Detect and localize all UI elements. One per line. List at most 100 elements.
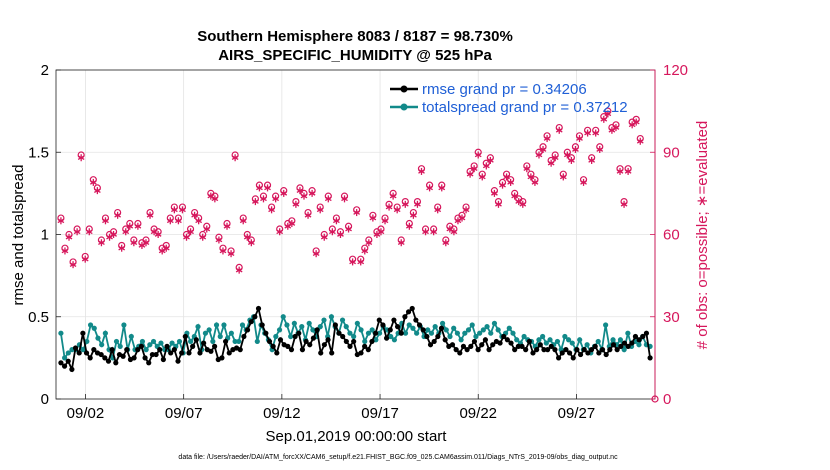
obs-evaluated-point xyxy=(596,146,604,154)
totalspread-point xyxy=(365,330,372,336)
chart-title-line2: AIRS_SPECIFIC_HUMIDITY @ 525 hPa xyxy=(218,47,492,64)
obs-evaluated-point xyxy=(430,228,438,236)
rmse-point xyxy=(299,347,306,353)
obs-evaluated-point xyxy=(227,250,235,258)
obs-evaluated-point xyxy=(632,118,640,126)
rmse-point xyxy=(515,343,521,349)
totalspread-point xyxy=(310,327,316,333)
rmse-point xyxy=(135,347,141,353)
obs-evaluated-point xyxy=(98,239,105,247)
obs-evaluated-point xyxy=(397,239,405,247)
rmse-point xyxy=(512,347,518,353)
chart-title-line1: Southern Hemisphere 8083 / 8187 = 98.730… xyxy=(197,28,513,45)
totalspread-point xyxy=(514,337,520,343)
rmse-point xyxy=(208,348,214,354)
obs-count-series xyxy=(57,107,659,403)
totalspread-point xyxy=(369,327,375,333)
rmse-point xyxy=(321,342,327,348)
rmse-point xyxy=(325,337,331,343)
obs-evaluated-point xyxy=(142,239,150,247)
totalspread-point xyxy=(621,347,627,353)
obs-evaluated-point xyxy=(572,146,579,154)
rmse-point xyxy=(270,343,276,349)
totalspread-point xyxy=(139,338,146,345)
rmse-point xyxy=(457,350,463,356)
obs-evaluated-point xyxy=(535,151,543,159)
y-left-tick-label: 0.5 xyxy=(28,309,49,326)
totalspread-point xyxy=(62,355,68,361)
totalspread-point xyxy=(236,338,242,345)
rmse-point xyxy=(358,350,364,356)
obs-evaluated-point xyxy=(183,233,190,241)
x-tick-label: 09/17 xyxy=(361,405,399,422)
obs-evaluated-point xyxy=(337,231,344,238)
rmse-point xyxy=(460,343,467,349)
rmse-point xyxy=(113,360,119,366)
rmse-point xyxy=(416,322,423,328)
obs-evaluated-point xyxy=(495,200,502,208)
rmse-point xyxy=(83,350,90,356)
rmse-point xyxy=(351,338,357,345)
obs-evaluated-point xyxy=(418,167,425,175)
rmse-point xyxy=(581,347,587,353)
rmse-point xyxy=(142,355,148,361)
y-right-tick-label: 60 xyxy=(663,227,680,244)
totalspread-point xyxy=(521,333,527,340)
obs-evaluated-point xyxy=(604,110,612,118)
obs-evaluated-point xyxy=(539,146,547,154)
obs-evaluated-point xyxy=(195,217,203,225)
obs-evaluated-point xyxy=(616,167,624,175)
obs-evaluated-point xyxy=(523,165,531,173)
totalspread-point xyxy=(328,314,335,320)
obs-evaluated-point xyxy=(624,167,632,175)
obs-evaluated-point xyxy=(272,195,280,203)
rmse-point xyxy=(566,350,573,356)
rmse-point xyxy=(376,317,382,323)
obs-evaluated-point xyxy=(361,247,369,255)
obs-evaluated-point xyxy=(320,233,328,241)
totalspread-point xyxy=(388,333,394,340)
obs-evaluated-point xyxy=(316,206,324,214)
rmse-point xyxy=(537,342,543,348)
obs-evaluated-point xyxy=(612,124,620,132)
obs-evaluated-point xyxy=(162,244,170,252)
totalspread-point xyxy=(406,322,412,328)
totalspread-point xyxy=(565,337,572,343)
rmse-point xyxy=(168,350,174,356)
obs-evaluated-point xyxy=(292,200,300,208)
totalspread-point xyxy=(547,337,553,343)
y-axis-left-label: rmse and totalspread xyxy=(10,165,27,306)
rmse-point xyxy=(252,314,258,320)
rmse-point xyxy=(468,343,474,349)
obs-evaluated-point xyxy=(543,135,551,143)
rmse-point xyxy=(380,322,386,328)
legend: rmse grand pr = 0.34206 totalspread gran… xyxy=(390,81,628,116)
rmse-point xyxy=(303,338,309,345)
obs-evaluated-point xyxy=(389,192,397,200)
totalspread-point xyxy=(347,330,353,336)
totalspread-point xyxy=(506,325,512,331)
obs-evaluated-point xyxy=(507,178,514,186)
rmse-point xyxy=(556,355,562,361)
totalspread-point xyxy=(284,322,290,328)
rmse-point xyxy=(526,338,532,345)
obs-evaluated-point xyxy=(466,170,474,178)
rmse-point xyxy=(405,309,412,315)
obs-evaluated-point xyxy=(239,217,247,225)
rmse-point xyxy=(519,343,525,349)
rmse-point xyxy=(574,347,580,353)
y-axis-left: 0 0.5 1 1.5 2 xyxy=(28,62,61,408)
rmse-point xyxy=(530,350,536,356)
rmse-point xyxy=(332,322,338,328)
obs-evaluated-point xyxy=(405,222,413,230)
rmse-point xyxy=(318,350,324,356)
rmse-series xyxy=(58,305,653,373)
rmse-point xyxy=(588,347,595,353)
obs-evaluated-point xyxy=(300,192,308,200)
x-tick-label: 09/22 xyxy=(459,405,497,422)
obs-evaluated-point xyxy=(219,247,227,255)
obs-evaluated-point xyxy=(179,206,186,214)
totalspread-point xyxy=(280,314,286,320)
totalspread-point xyxy=(358,327,364,333)
rmse-point xyxy=(212,343,218,349)
